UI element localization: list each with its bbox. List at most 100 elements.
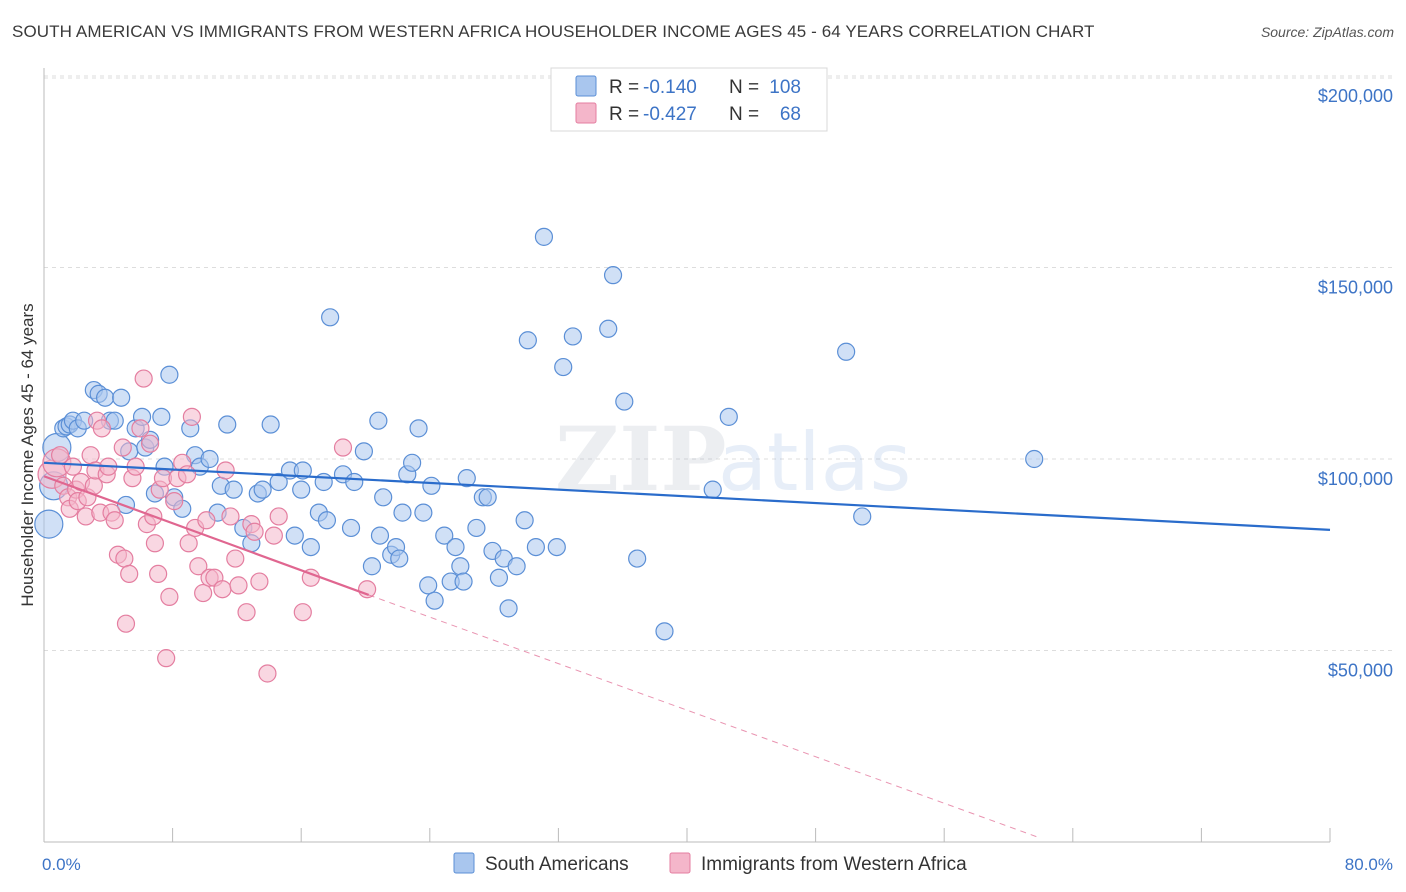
legend-r-value-1: -0.140 xyxy=(643,77,697,98)
western-africa-point xyxy=(269,507,288,526)
western-africa-point xyxy=(165,492,184,511)
south-americans-point xyxy=(409,419,428,438)
south-americans-point xyxy=(547,537,566,557)
legend-swatch-pink xyxy=(575,102,597,124)
south-americans-point xyxy=(341,518,361,538)
series-south-americans xyxy=(34,227,1044,641)
western-africa-point xyxy=(63,457,83,476)
western-africa-point xyxy=(250,572,269,591)
south-americans-point xyxy=(489,568,509,587)
south-americans-point xyxy=(719,407,738,426)
x-axis-ticks xyxy=(43,828,1331,842)
south-americans-point xyxy=(703,480,722,499)
western-africa-point xyxy=(134,369,153,388)
south-americans-point xyxy=(374,488,393,507)
western-africa-point xyxy=(157,649,176,668)
legend-swatch-blue xyxy=(575,75,597,97)
south-americans-point xyxy=(499,599,518,618)
western-africa-point xyxy=(131,419,150,438)
y-tick-label-100000: $100,000 xyxy=(1318,469,1393,489)
south-americans-point xyxy=(422,476,441,495)
western-africa-point xyxy=(140,434,160,453)
south-americans-point xyxy=(345,472,364,492)
western-africa-point xyxy=(216,461,235,480)
western-africa-point xyxy=(189,557,208,576)
western-africa-point xyxy=(245,522,264,541)
source-label: Source: ZipAtlas.com xyxy=(1260,24,1394,40)
south-americans-point xyxy=(655,622,674,641)
western-africa-point xyxy=(179,534,198,553)
south-americans-point xyxy=(369,411,388,430)
south-americans-point xyxy=(292,480,311,499)
series-western-africa xyxy=(37,369,377,683)
watermark-atlas: atlas xyxy=(718,416,911,509)
south-americans-point xyxy=(414,503,433,522)
legend-r-label-2: R = xyxy=(609,104,639,125)
south-americans-point xyxy=(603,266,623,285)
western-africa-point xyxy=(293,603,312,622)
trend-line-western-africa xyxy=(43,475,370,596)
south-americans-point xyxy=(518,331,537,350)
trend-line-south-americans xyxy=(43,461,1331,531)
south-americans-point xyxy=(200,449,219,469)
western-africa-point xyxy=(333,438,353,457)
trend-line-western-africa-extension xyxy=(368,594,1041,839)
western-africa-point xyxy=(177,465,197,484)
bottom-legend-swatch-pink xyxy=(669,852,691,874)
western-africa-point xyxy=(105,511,124,530)
legend-r-label-1: R = xyxy=(609,77,639,98)
south-americans-point xyxy=(362,557,382,576)
south-americans-point xyxy=(390,549,409,568)
western-africa-point xyxy=(115,549,134,568)
south-americans-point xyxy=(393,503,412,522)
south-americans-point xyxy=(112,388,131,407)
south-americans-point xyxy=(435,526,454,545)
watermark-zip: ZIP xyxy=(555,407,727,511)
south-americans-point xyxy=(321,308,340,327)
legend-n-label-1: N = xyxy=(729,77,759,98)
western-africa-point xyxy=(226,549,245,568)
south-americans-point xyxy=(563,327,582,346)
western-africa-point xyxy=(92,419,111,438)
legend-r-value-2: -0.427 xyxy=(643,104,697,125)
bottom-legend-label-pink: Immigrants from Western Africa xyxy=(701,854,967,875)
legend-n-label-2: N = xyxy=(729,104,759,125)
western-africa-point xyxy=(160,587,179,606)
south-americans-point xyxy=(224,480,243,499)
western-africa-point xyxy=(221,507,240,526)
south-americans-point xyxy=(515,511,534,530)
south-americans-point xyxy=(837,342,856,361)
y-tick-label-50000: $50,000 xyxy=(1328,661,1393,681)
south-americans-point xyxy=(403,453,422,472)
south-americans-point xyxy=(317,511,337,530)
south-americans-point xyxy=(261,415,280,434)
western-africa-point xyxy=(258,664,277,683)
south-americans-point xyxy=(457,469,476,488)
x-tick-label-min: 0.0% xyxy=(42,855,81,874)
western-africa-point xyxy=(116,614,136,633)
gridlines xyxy=(44,75,1394,651)
y-tick-label-150000: $150,000 xyxy=(1318,278,1393,298)
western-africa-point xyxy=(197,511,216,530)
legend-n-value-2: 68 xyxy=(780,104,801,125)
south-americans-point xyxy=(160,365,179,384)
south-americans-point xyxy=(419,576,438,595)
western-africa-point xyxy=(194,583,213,603)
chart-title: SOUTH AMERICAN VS IMMIGRANTS FROM WESTER… xyxy=(12,22,1095,41)
south-americans-point xyxy=(615,392,634,411)
western-africa-point xyxy=(229,576,248,595)
bottom-legend-swatch-blue xyxy=(453,852,475,874)
south-americans-point xyxy=(34,509,64,539)
western-africa-point xyxy=(182,407,201,426)
south-americans-point xyxy=(370,526,390,545)
south-americans-point xyxy=(116,495,136,515)
south-americans-point xyxy=(301,537,320,557)
series-legend: South Americans Immigrants from Western … xyxy=(453,852,967,875)
south-americans-point xyxy=(253,480,272,499)
western-africa-point xyxy=(113,438,132,457)
western-africa-point xyxy=(145,534,165,553)
western-africa-point xyxy=(120,564,139,584)
south-americans-point xyxy=(152,407,171,426)
south-americans-point xyxy=(451,557,470,576)
